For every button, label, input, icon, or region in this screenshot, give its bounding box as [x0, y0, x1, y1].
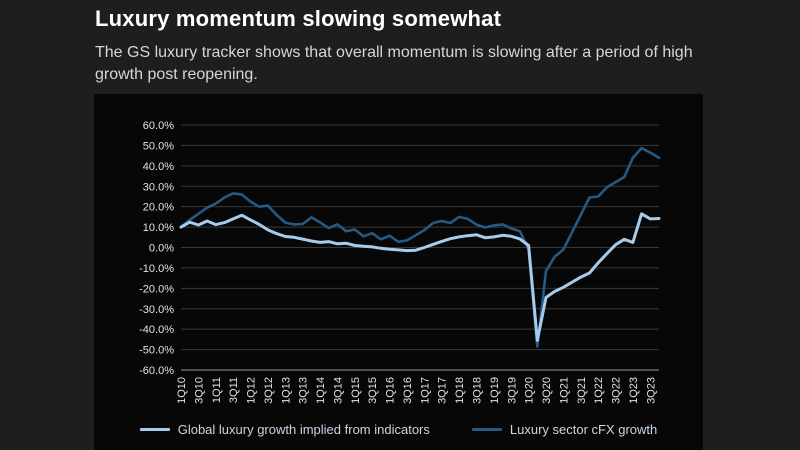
x-tick-label: 1Q20: [524, 377, 536, 404]
page-title: Luxury momentum slowing somewhat: [95, 6, 502, 31]
x-tick-label: 1Q19: [489, 377, 501, 404]
header: Luxury momentum slowing somewhat The GS …: [95, 6, 755, 86]
chart-panel: 60.0% 50.0% 40.0% 30.0% 20.0% 10.0% 0.0% -10.0%…: [94, 94, 703, 450]
x-tick-label: 3Q13: [298, 377, 310, 404]
x-tick-label: 1Q21: [558, 377, 570, 404]
x-tick-label: 3Q11: [228, 377, 240, 403]
y-tick-label: -60.0%: [139, 365, 174, 377]
x-tick-label: 3Q17: [437, 377, 449, 404]
y-tick-label: 40.0%: [143, 161, 174, 173]
x-tick-label: 1Q17: [419, 377, 431, 404]
luxury-tracker-chart: 60.0% 50.0% 40.0% 30.0% 20.0% 10.0% 0.0% -10.0%…: [139, 120, 661, 404]
legend-label-implied-growth: Global luxury growth implied from indica…: [177, 422, 430, 437]
x-tick-label: 3Q19: [506, 377, 518, 404]
y-tick-label: -30.0%: [139, 304, 174, 316]
x-tick-label: 1Q16: [385, 377, 397, 404]
y-tick-label: -50.0%: [139, 345, 174, 357]
x-tick-label: 1Q13: [280, 377, 292, 404]
y-tick-label: 60.0%: [143, 120, 174, 132]
y-tick-label: -20.0%: [139, 283, 174, 295]
y-tick-label: -10.0%: [139, 263, 174, 275]
x-tick-label: 1Q23: [628, 377, 640, 404]
y-tick-label: 10.0%: [143, 222, 174, 234]
legend-label-cfx-growth: Luxury sector cFX growth: [509, 422, 658, 437]
series-line: [179, 146, 661, 348]
x-tick-label: 1Q15: [350, 377, 362, 404]
light-line-swatch-icon: [139, 428, 170, 431]
chart-legend: Global luxury growth implied from indica…: [94, 422, 703, 437]
legend-item-implied-growth: Global luxury growth implied from indica…: [139, 422, 430, 437]
x-tick-label: 3Q15: [367, 377, 379, 404]
y-tick-label: 20.0%: [143, 202, 174, 214]
x-tick-label: 3Q18: [471, 377, 483, 404]
x-tick-label: 1Q10: [176, 377, 188, 404]
x-tick-label: 3Q14: [332, 377, 344, 404]
x-tick-label: 3Q10: [193, 377, 205, 404]
dark-line-swatch-icon: [471, 428, 502, 431]
x-tick-label: 1Q12: [246, 377, 258, 404]
x-tick-label: 3Q12: [263, 377, 275, 404]
x-tick-label: 3Q22: [611, 377, 623, 404]
x-tick-label: 3Q21: [576, 377, 588, 404]
y-tick-label: 50.0%: [143, 140, 174, 152]
series-line: [179, 212, 661, 342]
y-tick-label: 0.0%: [149, 243, 174, 255]
x-tick-label: 1Q14: [315, 377, 327, 404]
page-subtitle: The GS luxury tracker shows that overall…: [95, 44, 693, 84]
y-tick-label: 30.0%: [143, 181, 174, 193]
x-tick-label: 1Q22: [593, 377, 605, 404]
x-tick-label: 3Q16: [402, 377, 414, 404]
x-tick-label: 1Q11: [211, 377, 223, 403]
x-tick-label: 1Q18: [454, 377, 466, 404]
y-tick-label: -40.0%: [139, 324, 174, 336]
x-tick-label: 3Q20: [541, 377, 553, 404]
x-tick-label: 3Q23: [645, 377, 657, 404]
legend-item-cfx-growth: Luxury sector cFX growth: [471, 422, 658, 437]
